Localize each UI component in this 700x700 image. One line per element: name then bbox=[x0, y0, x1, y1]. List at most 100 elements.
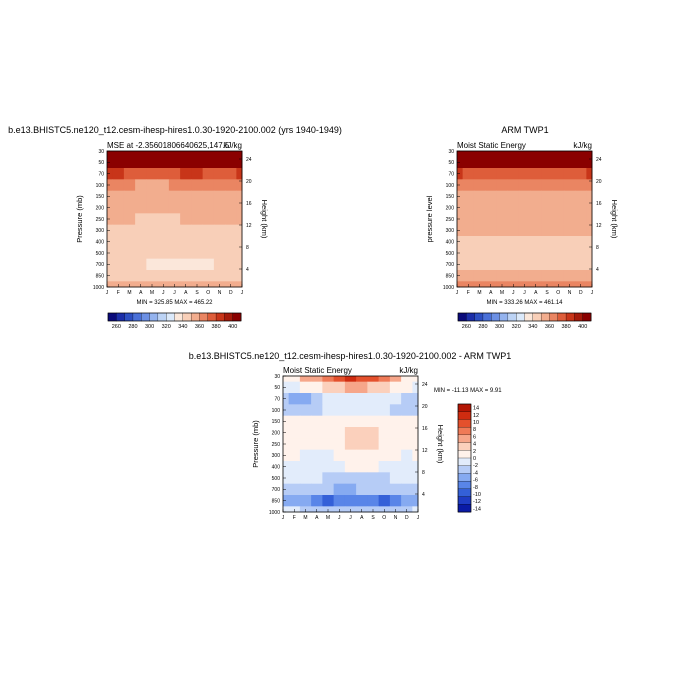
y2-tick-label: 8 bbox=[246, 245, 249, 251]
contour-cell bbox=[530, 190, 542, 203]
colorbar-label: -12 bbox=[473, 499, 481, 505]
colorbar-label: 340 bbox=[178, 324, 187, 330]
contour-cell bbox=[507, 179, 520, 192]
contour-cell bbox=[496, 270, 509, 282]
contour-cell bbox=[288, 376, 301, 383]
x-tick-label: M bbox=[303, 515, 307, 521]
contour-cell bbox=[333, 449, 346, 462]
contour-cell bbox=[518, 179, 531, 192]
contour-cell bbox=[107, 179, 114, 192]
contour-cell bbox=[462, 224, 475, 237]
contour-cell bbox=[191, 247, 204, 260]
contour-cell bbox=[322, 381, 335, 394]
contour-cell bbox=[311, 393, 323, 405]
contour-cell bbox=[344, 438, 357, 451]
contour-cell bbox=[378, 393, 391, 405]
y2-tick-label: 12 bbox=[422, 448, 428, 454]
contour-cell bbox=[389, 472, 402, 485]
contour-cell bbox=[552, 202, 565, 214]
colorbar-swatch bbox=[516, 312, 525, 322]
colorbar-label: 340 bbox=[528, 324, 537, 330]
x-tick-label: A bbox=[139, 290, 143, 296]
contour-cell bbox=[541, 151, 554, 158]
contour-cell bbox=[168, 190, 181, 203]
right-label: kJ/kg bbox=[399, 366, 418, 375]
y-tick-label: 850 bbox=[272, 498, 281, 504]
contour-cell bbox=[563, 270, 576, 282]
x-tick-label: J bbox=[417, 515, 420, 521]
contour-cell bbox=[518, 258, 531, 271]
y-tick-label: 250 bbox=[272, 442, 281, 448]
colorbar-swatch bbox=[582, 312, 592, 322]
contour-cell bbox=[457, 151, 464, 158]
y2-tick-label: 24 bbox=[596, 157, 602, 163]
contour-cell bbox=[586, 179, 593, 192]
contour-cell bbox=[146, 224, 159, 237]
contour-cell bbox=[586, 213, 593, 226]
contour-cell bbox=[283, 427, 290, 439]
y2-axis-label: Height (km) bbox=[260, 200, 269, 239]
left-label: Moist Static Energy bbox=[283, 366, 352, 375]
contour-cell bbox=[462, 258, 475, 271]
colorbar-swatch bbox=[457, 457, 472, 467]
x-tick-label: J bbox=[338, 515, 341, 521]
contour-cell bbox=[412, 483, 419, 496]
contour-cell bbox=[135, 213, 147, 226]
contour-cell bbox=[485, 258, 497, 271]
contour-cell bbox=[236, 258, 243, 271]
contour-cell bbox=[236, 281, 243, 288]
contour-cell bbox=[157, 202, 170, 214]
contour-cell bbox=[457, 258, 464, 271]
contour-cell bbox=[168, 156, 181, 169]
contour-cell bbox=[412, 506, 419, 513]
contour-cell bbox=[412, 376, 419, 383]
contour-cell bbox=[457, 213, 464, 226]
contour-cell bbox=[496, 213, 509, 226]
contour-cell bbox=[168, 224, 181, 237]
contour-cell bbox=[552, 224, 565, 237]
colorbar-label: 360 bbox=[545, 324, 554, 330]
contour-cell bbox=[202, 224, 215, 237]
contour-cell bbox=[530, 247, 542, 260]
colorbar-swatch bbox=[557, 312, 567, 322]
contour-cell bbox=[236, 236, 243, 248]
contour-cell bbox=[333, 495, 346, 507]
y-tick-label: 50 bbox=[274, 385, 280, 391]
contour-cell bbox=[191, 270, 204, 282]
contour-cell bbox=[146, 247, 159, 260]
contour-cell bbox=[563, 258, 576, 271]
contour-cell bbox=[202, 179, 215, 192]
contour-cell bbox=[299, 438, 312, 451]
colorbar-swatch bbox=[457, 450, 472, 459]
contour-cell bbox=[530, 270, 542, 282]
contour-cell bbox=[473, 168, 486, 180]
contour-cell bbox=[146, 270, 159, 282]
contour-cell bbox=[530, 224, 542, 237]
contour-cell bbox=[288, 483, 301, 496]
x-tick-label: O bbox=[206, 290, 210, 296]
contour-cell bbox=[168, 168, 181, 180]
contour-cell bbox=[507, 190, 520, 203]
y-tick-label: 700 bbox=[96, 262, 105, 268]
contour-cell bbox=[473, 179, 486, 192]
colorbar-swatch bbox=[215, 312, 225, 322]
y2-tick-label: 4 bbox=[422, 492, 425, 498]
x-tick-label: J bbox=[106, 290, 109, 296]
contour-cell bbox=[563, 247, 576, 260]
contour-cell bbox=[311, 427, 323, 439]
contour-cell bbox=[202, 202, 215, 214]
contour-cell bbox=[311, 415, 323, 428]
y2-tick-label: 16 bbox=[422, 426, 428, 432]
contour-cell bbox=[225, 213, 237, 226]
colorbar-swatch bbox=[457, 419, 472, 428]
contour-cell bbox=[496, 151, 509, 158]
contour-cell bbox=[123, 224, 136, 237]
contour-cell bbox=[541, 270, 554, 282]
contour-cell bbox=[563, 213, 576, 226]
contour-cell bbox=[462, 151, 475, 158]
colorbar-swatch bbox=[474, 312, 484, 322]
contour-cell bbox=[283, 404, 290, 417]
contour-cell bbox=[322, 483, 335, 496]
contour-cell bbox=[112, 270, 125, 282]
contour-cell bbox=[322, 495, 335, 507]
